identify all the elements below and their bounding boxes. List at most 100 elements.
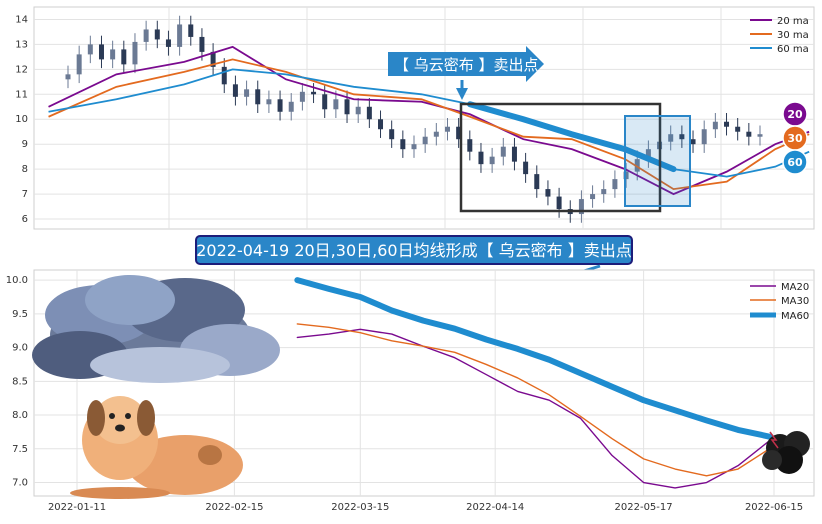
candle-body — [165, 39, 171, 47]
candle-body — [110, 49, 116, 60]
bottom-y-tick-label: 9.0 — [12, 343, 28, 354]
candle-body — [355, 106, 361, 115]
line-ma60 — [294, 277, 773, 440]
candle-body — [444, 126, 450, 132]
candle-body — [266, 99, 272, 105]
line-ma20 — [296, 328, 771, 489]
legend-30ma: 30 ma — [777, 30, 809, 41]
badge-20-label: 20 — [787, 108, 803, 121]
candle-body — [333, 99, 339, 110]
candle-body — [132, 41, 138, 65]
candle-body — [344, 99, 350, 115]
bottom-ma-panel: 7.0 7.5 8.0 8.5 9.0 9.5 10.0 2022-01-11 2022-02… — [6, 269, 815, 513]
candle-body — [679, 134, 685, 140]
ma60-emphasis — [467, 101, 677, 173]
candle-body — [500, 146, 506, 157]
candle-body — [277, 99, 283, 112]
legend-ma20: MA20 — [781, 282, 809, 293]
candle-body — [288, 101, 294, 112]
legend-ma30: MA30 — [781, 296, 809, 307]
candle-body — [422, 136, 428, 145]
bottom-y-tick-label: 9.5 — [12, 309, 28, 320]
candle-body — [757, 134, 763, 137]
down-arrow-icon — [456, 88, 468, 100]
candle-body — [210, 51, 216, 67]
candle-body — [556, 196, 562, 210]
candle-body — [221, 66, 227, 85]
sell-callout-text: 【 乌云密布 】卖出点 — [394, 56, 539, 74]
candle-body — [76, 54, 82, 75]
candle-body — [511, 146, 517, 162]
candle-body — [645, 149, 651, 160]
candle-body — [389, 129, 395, 140]
candle-body — [467, 139, 473, 152]
sell-callout: 【 乌云密布 】卖出点 — [388, 46, 544, 100]
bottom-y-ticks: 7.0 7.5 8.0 8.5 9.0 9.5 10.0 — [6, 275, 28, 488]
top-y-tick-label: 11 — [15, 89, 28, 100]
candle-body — [690, 139, 696, 145]
bottom-y-tick-label: 7.0 — [12, 478, 28, 489]
candle-body — [701, 129, 707, 145]
bottom-y-tick-label: 8.5 — [12, 376, 28, 387]
candle-body — [121, 49, 127, 65]
badge-30-label: 30 — [787, 132, 803, 145]
candle-body — [489, 156, 495, 165]
bottom-x-ticks: 2022-01-11 2022-02-15 2022-03-15 2022-04-14… — [48, 502, 803, 513]
top-y-tick-label: 8 — [22, 164, 28, 175]
storm-cloud-illustration — [32, 275, 280, 383]
bottom-x-tick-label: 2022-06-15 — [745, 502, 803, 513]
candle-body — [188, 24, 194, 37]
small-storm-icon — [762, 431, 810, 474]
bottom-legend: MA20 MA30 MA60 — [750, 282, 809, 322]
candle-body — [746, 131, 752, 137]
candle-body — [143, 29, 149, 42]
top-y-tick-label: 9 — [22, 139, 28, 150]
candle-body — [433, 131, 439, 137]
candle-body — [634, 159, 640, 172]
cloud-cover-frame — [459, 102, 662, 213]
dog-illustration — [70, 396, 243, 499]
bottom-x-tick-label: 2022-04-14 — [466, 502, 524, 513]
candle-body — [177, 24, 183, 47]
candle-body — [232, 84, 238, 97]
bottom-grid — [34, 270, 814, 496]
candle-body — [534, 174, 540, 190]
top-y-tick-label: 13 — [15, 39, 28, 50]
candle-body — [478, 151, 484, 165]
candle-body — [311, 91, 317, 95]
top-y-tick-label: 10 — [15, 114, 28, 125]
candle-body — [601, 189, 607, 195]
candle-body — [322, 94, 328, 110]
top-price-panel: 6 7 8 9 10 11 12 13 14 【 乌云密布 】卖出点 20 ma 30 ma 6… — [15, 6, 815, 230]
candle-body — [299, 91, 305, 102]
top-legend: 20 ma 30 ma 60 ma — [750, 16, 809, 55]
candle-body — [411, 144, 417, 150]
bottom-y-tick-label: 8.0 — [12, 410, 28, 421]
ma-badges: 20 30 60 — [782, 101, 808, 175]
candle-body — [623, 171, 629, 180]
badge-60 — [782, 149, 808, 175]
candle-body — [523, 161, 529, 175]
candle-body — [612, 179, 618, 190]
candle-body — [154, 29, 160, 40]
candle-body — [400, 139, 406, 150]
ma-line-30-ma — [48, 58, 810, 191]
top-plot-frame — [33, 6, 815, 230]
candle-body — [87, 44, 93, 55]
candle-body — [199, 36, 205, 52]
candle-body — [668, 134, 674, 142]
top-y-tick-label: 12 — [15, 64, 28, 75]
bottom-y-tick-label: 10.0 — [6, 275, 28, 286]
candle-body — [724, 121, 730, 127]
candle-body — [545, 189, 551, 197]
candle-body — [578, 199, 584, 215]
candle-body — [65, 74, 71, 80]
bottom-x-tick-label: 2022-02-15 — [205, 502, 263, 513]
candle-body — [98, 44, 104, 60]
top-y-ticks: 6 7 8 9 10 11 12 13 14 — [15, 14, 28, 225]
legend-ma60: MA60 — [781, 311, 809, 322]
candle-body — [378, 119, 384, 130]
banner-text: 2022-04-19 20日,30日,60日均线形成【 乌云密布 】卖出点 — [196, 241, 632, 260]
top-y-tick-label: 14 — [15, 14, 28, 25]
